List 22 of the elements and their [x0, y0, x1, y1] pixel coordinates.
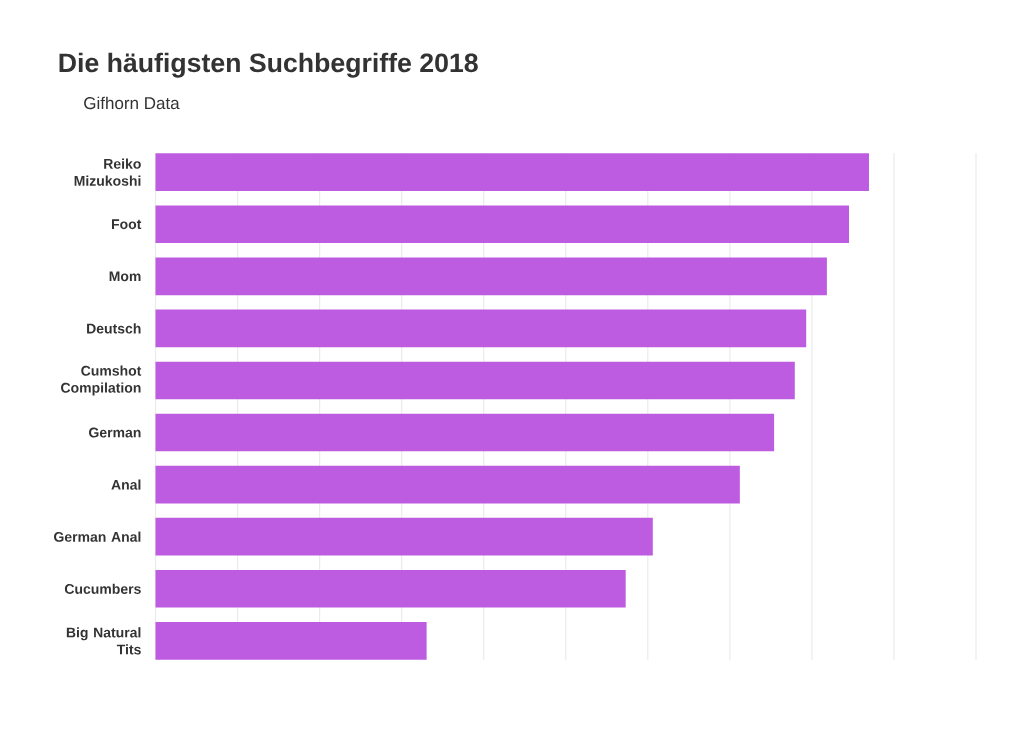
bar	[155, 309, 807, 348]
y-tick-label: German Anal	[54, 531, 141, 542]
bar	[155, 361, 795, 400]
chart-title: Die häufigsten Suchbegriffe 2018	[59, 52, 478, 78]
y-tick-label: Foot	[111, 219, 142, 230]
bar	[155, 569, 626, 608]
y-tick-label: Mom	[109, 271, 141, 282]
chart-subtitle: Gifhorn Data	[84, 96, 180, 110]
bar	[155, 205, 850, 244]
y-tick-label: German	[89, 427, 141, 438]
bar	[155, 153, 869, 191]
bar	[155, 257, 827, 296]
bar	[155, 517, 653, 556]
y-tick-label: Reiko Mizukoshi	[74, 158, 141, 186]
y-tick-label: Cucumbers	[64, 583, 141, 594]
y-tick-label: Anal	[111, 479, 141, 490]
bar	[155, 465, 740, 504]
y-tick-label: Cumshot Compilation	[61, 365, 142, 396]
bar	[155, 413, 775, 452]
y-tick-label: Big Natural Tits	[66, 627, 141, 655]
y-tick-label: Deutsch	[87, 323, 141, 334]
bar	[155, 622, 427, 660]
